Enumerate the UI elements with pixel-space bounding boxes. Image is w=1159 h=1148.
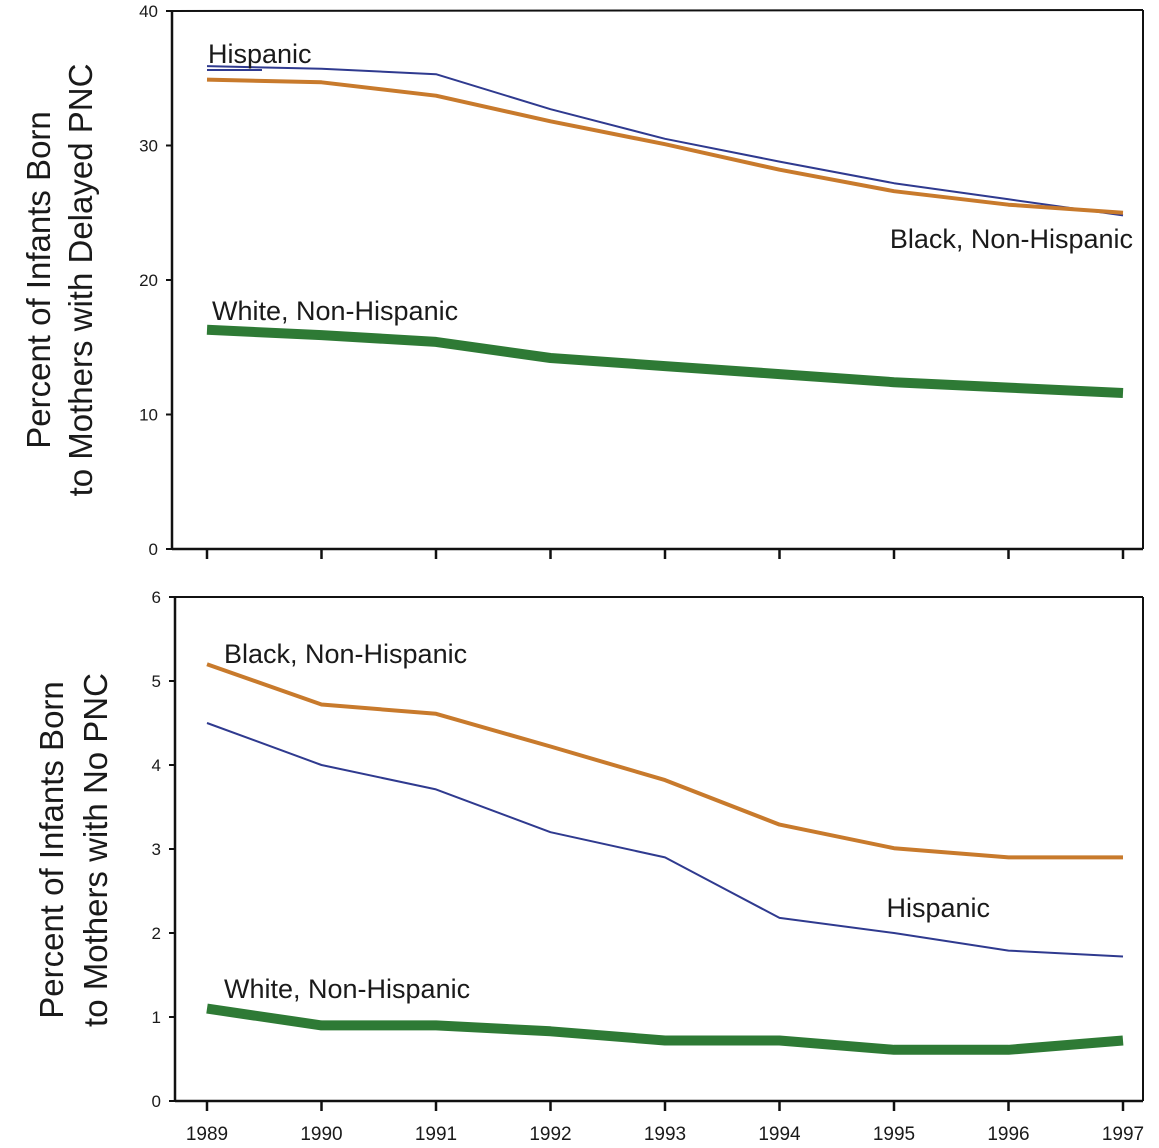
chart-2-x-tick-label: 1992 — [529, 1124, 571, 1143]
chart-2-x-tick-label: 1994 — [758, 1124, 801, 1143]
chart-1-y-axis-title: to Mothers with Delayed PNC — [62, 64, 99, 497]
chart-2-x-tick-label: 1997 — [1102, 1124, 1144, 1143]
chart-2-series-label: Black, Non-Hispanic — [224, 639, 467, 669]
chart-1-series-black-non-hispanic-line — [206, 77, 1124, 215]
chart-2-series-hispanic-line — [206, 722, 1124, 958]
chart-2-y-tick-label: 6 — [152, 588, 161, 607]
chart-1-y-tick-label: 10 — [139, 406, 158, 425]
chart-2-x-tick-label: 1996 — [987, 1124, 1029, 1143]
chart-2-y-axis-title: to Mothers with No PNC — [77, 673, 114, 1027]
chart-1-series-label: Black, Non-Hispanic — [890, 224, 1133, 254]
chart-2-series-white-non-hispanic-line — [206, 1003, 1124, 1055]
chart-2-x-tick-label: 1995 — [873, 1124, 915, 1143]
chart-2-y-tick-label: 1 — [152, 1008, 161, 1027]
chart-1-y-tick-label: 20 — [139, 271, 158, 290]
chart-1-y-tick-label: 0 — [149, 540, 158, 559]
chart-1-frame-top — [171, 9, 1144, 12]
chart-1-series-hispanic-line — [206, 65, 1124, 217]
chart-2-x-tick-label: 1989 — [186, 1124, 228, 1143]
chart-2-series-label: White, Non-Hispanic — [224, 974, 470, 1004]
chart-2-x-tick-label: 1990 — [300, 1124, 342, 1143]
chart-2-series-black-non-hispanic-line — [206, 662, 1123, 860]
chart-2-x-tick-label: 1993 — [644, 1124, 686, 1143]
chart-2-y-axis-title: Percent of Infants Born — [33, 681, 70, 1019]
chart-2-x-tick-label: 1991 — [415, 1124, 457, 1143]
chart-1-y-tick-label: 40 — [139, 2, 158, 21]
chart-1-series-white-non-hispanic-line — [206, 324, 1124, 398]
chart-2-y-tick-label: 0 — [152, 1092, 161, 1111]
chart-2-y-tick-label: 2 — [152, 924, 161, 943]
chart-2-y-tick-label: 4 — [152, 756, 161, 775]
chart-2-y-tick-label: 3 — [152, 840, 161, 859]
chart-2-y-tick-label: 5 — [152, 672, 161, 691]
chart-1-y-axis-title: Percent of Infants Born — [20, 111, 57, 449]
chart-1-series-label: White, Non-Hispanic — [212, 296, 458, 326]
chart-1-series-label: Hispanic — [208, 39, 312, 69]
chart-1-y-tick-label: 30 — [139, 137, 158, 156]
chart-2-series-label: Hispanic — [886, 893, 990, 923]
